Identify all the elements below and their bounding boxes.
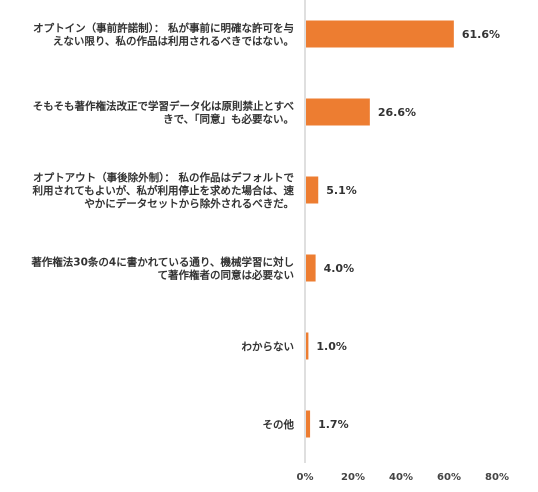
category-label-2-line-1: 利用されてもよいが、私が利用停止を求めた場合は、速 — [33, 184, 295, 197]
value-label-3: 4.0% — [324, 262, 355, 275]
category-label-2: オプトアウト（事後除外制）： 私の作品はデフォルトで利用されてもよいが、私が利用… — [33, 171, 295, 210]
x-tick-label-4: 80% — [485, 472, 509, 483]
category-label-3-line-1: て著作権者の同意は必要ない — [158, 269, 295, 282]
value-labels-group: 61.6% 26.6% 5.1% 4.0% 1.0% 1.7% — [316, 28, 500, 431]
value-label-4: 1.0% — [316, 340, 347, 353]
bars-group — [306, 20, 454, 438]
bar-5 — [306, 410, 311, 438]
category-labels-group: オプトイン（事前許諾制）： 私が事前に明確な許可を与えない限り、私の作品は利用さ… — [30, 22, 294, 432]
category-label-5: その他 — [263, 418, 295, 431]
category-label-1: そもそも著作権法改正で学習データ化は原則禁止とすべきで、「同意」も必要ない。 — [33, 100, 295, 126]
x-tick-labels-group: 0% 20% 40% 60% 80% — [297, 472, 509, 483]
category-label-4-line-0: わからない — [242, 341, 295, 353]
category-label-0-line-1: えない限り、私の作品は利用されるべきではない。 — [53, 35, 294, 48]
bar-4 — [306, 332, 309, 360]
category-label-3: 著作権法30条の4に書かれている通り、機械学習に対して著作権者の同意は必要ない — [30, 256, 294, 282]
category-label-0-line-0: オプトイン（事前許諾制）： 私が事前に明確な許可を与 — [33, 22, 294, 35]
value-label-1: 26.6% — [378, 106, 416, 119]
bar-1 — [306, 98, 370, 126]
category-label-2-line-0: オプトアウト（事後除外制）： 私の作品はデフォルトで — [33, 171, 294, 184]
category-label-5-line-0: その他 — [263, 418, 295, 431]
x-tick-label-1: 20% — [341, 472, 365, 483]
category-label-4: わからない — [242, 341, 295, 353]
x-tick-label-3: 60% — [437, 472, 461, 483]
category-label-1-line-1: きで、「同意」も必要ない。 — [163, 113, 294, 126]
value-label-2: 5.1% — [326, 184, 357, 197]
x-tick-label-2: 40% — [389, 472, 413, 483]
bar-0 — [306, 20, 454, 48]
value-label-0: 61.6% — [462, 28, 500, 41]
bar-2 — [306, 176, 319, 204]
value-label-5: 1.7% — [318, 418, 349, 431]
category-label-2-line-2: やかにデータセットから除外されるべきだ。 — [84, 197, 294, 210]
bar-3 — [306, 254, 316, 282]
x-tick-label-0: 0% — [297, 472, 314, 483]
category-label-0: オプトイン（事前許諾制）： 私が事前に明確な許可を与えない限り、私の作品は利用さ… — [33, 22, 294, 48]
category-label-3-line-0: 著作権法30条の4に書かれている通り、機械学習に対し — [30, 256, 294, 269]
category-label-1-line-0: そもそも著作権法改正で学習データ化は原則禁止とすべ — [33, 100, 295, 113]
